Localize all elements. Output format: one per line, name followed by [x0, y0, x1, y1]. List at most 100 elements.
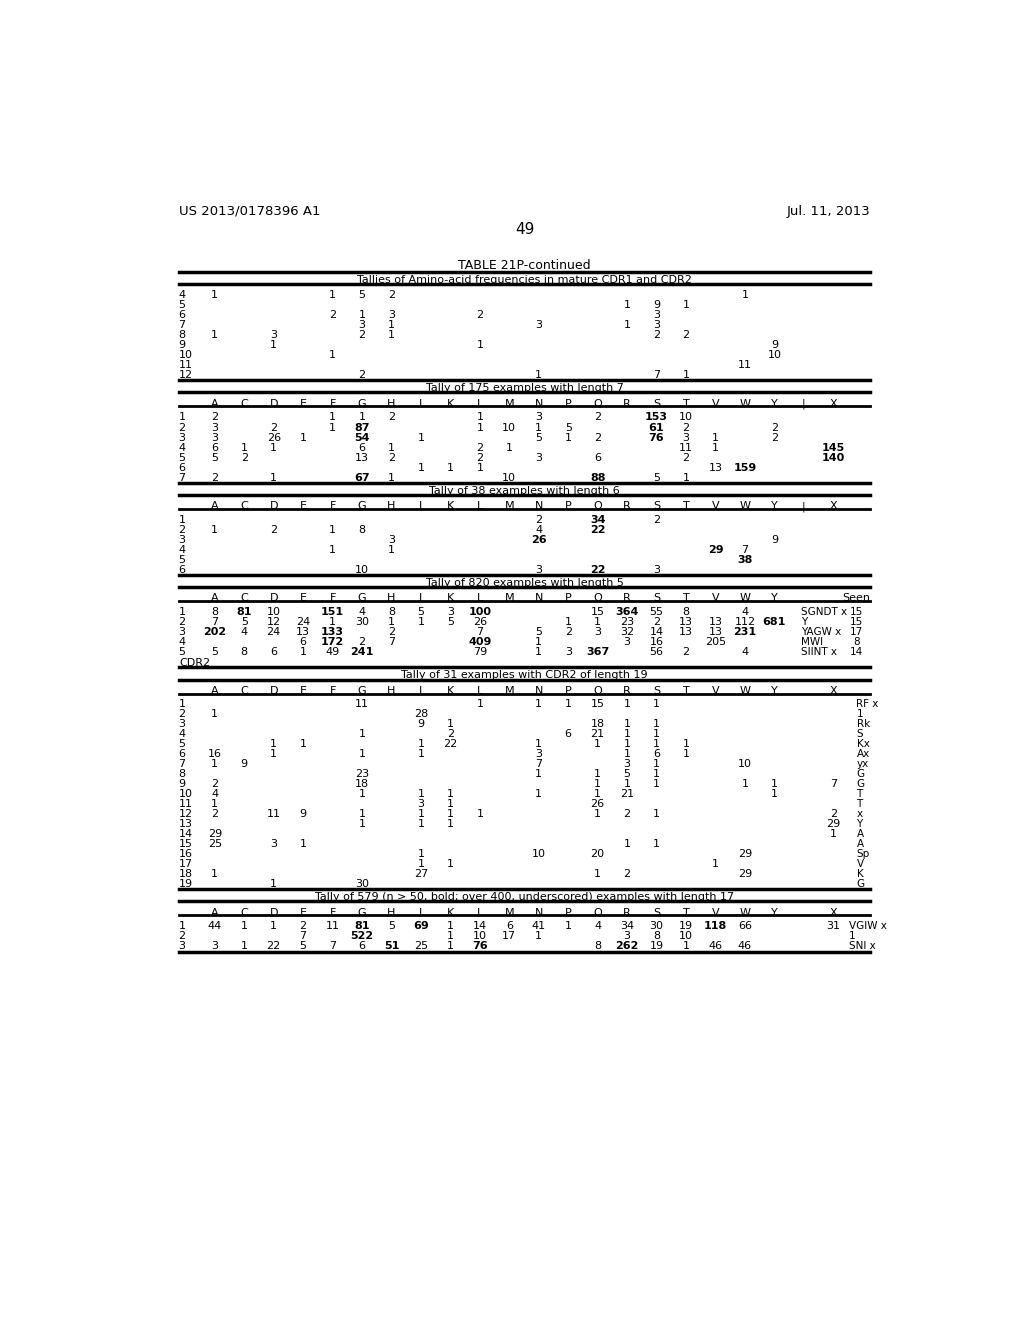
- Text: 10: 10: [679, 412, 693, 422]
- Text: 10: 10: [503, 422, 516, 433]
- Text: G: G: [357, 502, 367, 511]
- Text: H: H: [387, 686, 395, 696]
- Text: 4: 4: [178, 442, 185, 453]
- Text: 79: 79: [473, 647, 487, 657]
- Text: 1: 1: [178, 607, 185, 618]
- Text: 15: 15: [178, 840, 193, 849]
- Text: 6: 6: [178, 748, 185, 759]
- Text: 1: 1: [358, 412, 366, 422]
- Text: 3: 3: [270, 840, 278, 849]
- Text: 5: 5: [536, 627, 543, 638]
- Text: 10: 10: [355, 565, 369, 576]
- Text: V: V: [712, 594, 719, 603]
- Text: E: E: [300, 399, 306, 409]
- Text: L: L: [477, 594, 483, 603]
- Text: 1: 1: [829, 829, 837, 840]
- Text: 1: 1: [653, 779, 660, 789]
- Text: 1: 1: [624, 779, 631, 789]
- Text: G: G: [856, 779, 864, 789]
- Text: 1: 1: [653, 759, 660, 770]
- Text: 1: 1: [329, 422, 336, 433]
- Text: 27: 27: [414, 869, 428, 879]
- Text: M: M: [505, 399, 514, 409]
- Text: 1: 1: [683, 941, 689, 952]
- Text: 7: 7: [536, 759, 543, 770]
- Text: 22: 22: [590, 525, 605, 535]
- Text: 1: 1: [446, 818, 454, 829]
- Text: F: F: [330, 594, 336, 603]
- Text: 133: 133: [322, 627, 344, 638]
- Text: K: K: [856, 869, 863, 879]
- Text: 1: 1: [388, 473, 395, 483]
- Text: N: N: [535, 594, 543, 603]
- Text: 7: 7: [741, 545, 749, 554]
- Text: SllNT x: SllNT x: [801, 647, 837, 657]
- Text: 88: 88: [590, 473, 605, 483]
- Text: 5: 5: [178, 453, 185, 462]
- Text: 14: 14: [649, 627, 664, 638]
- Text: 6: 6: [506, 921, 513, 932]
- Text: 1: 1: [211, 799, 218, 809]
- Text: Y: Y: [771, 399, 777, 409]
- Text: 5: 5: [211, 647, 218, 657]
- Text: 19: 19: [649, 941, 664, 952]
- Text: Q: Q: [593, 594, 602, 603]
- Text: P: P: [565, 594, 571, 603]
- Text: 2: 2: [358, 370, 366, 380]
- Text: Y: Y: [771, 908, 777, 917]
- Text: S: S: [653, 399, 660, 409]
- Text: x: x: [856, 809, 862, 818]
- Text: 8: 8: [388, 607, 395, 618]
- Text: C: C: [241, 594, 248, 603]
- Text: V: V: [712, 908, 719, 917]
- Text: 1: 1: [683, 473, 689, 483]
- Text: VGlW x: VGlW x: [849, 921, 887, 932]
- Text: 1: 1: [536, 422, 543, 433]
- Text: 1: 1: [624, 300, 631, 310]
- Text: 1: 1: [624, 739, 631, 748]
- Text: 34: 34: [621, 921, 634, 932]
- Text: K: K: [446, 502, 454, 511]
- Text: 21: 21: [591, 729, 605, 739]
- Text: SNI x: SNI x: [849, 941, 876, 952]
- Text: R: R: [624, 908, 631, 917]
- Text: P: P: [565, 502, 571, 511]
- Text: 1: 1: [712, 442, 719, 453]
- Text: 1: 1: [564, 618, 571, 627]
- Text: Tally of 175 examples with length 7: Tally of 175 examples with length 7: [426, 383, 624, 393]
- Text: 6: 6: [564, 729, 571, 739]
- Text: 3: 3: [624, 638, 631, 647]
- Text: I: I: [419, 908, 423, 917]
- Text: A: A: [211, 686, 218, 696]
- Text: 18: 18: [591, 719, 605, 729]
- Text: 2: 2: [329, 310, 336, 319]
- Text: 3: 3: [653, 310, 660, 319]
- Text: 5: 5: [564, 422, 571, 433]
- Text: 7: 7: [178, 759, 185, 770]
- Text: V: V: [856, 859, 863, 869]
- Text: E: E: [300, 502, 306, 511]
- Text: 1: 1: [594, 618, 601, 627]
- Text: L: L: [477, 908, 483, 917]
- Text: 1: 1: [536, 789, 543, 799]
- Text: 46: 46: [709, 941, 723, 952]
- Text: 1: 1: [741, 779, 749, 789]
- Text: 7: 7: [653, 370, 660, 380]
- Text: Seen: Seen: [843, 594, 870, 603]
- Text: 67: 67: [354, 473, 370, 483]
- Text: 1: 1: [418, 859, 425, 869]
- Text: Q: Q: [593, 686, 602, 696]
- Text: K: K: [446, 399, 454, 409]
- Text: 2: 2: [178, 932, 185, 941]
- Text: 9: 9: [418, 719, 425, 729]
- Text: Tallies of Amino-acid frequencies in mature CDR1 and CDR2: Tallies of Amino-acid frequencies in mat…: [357, 275, 692, 285]
- Text: T: T: [856, 789, 863, 799]
- Text: 6: 6: [653, 748, 660, 759]
- Text: 1: 1: [329, 618, 336, 627]
- Text: 18: 18: [178, 869, 193, 879]
- Text: Y: Y: [771, 686, 777, 696]
- Text: 1: 1: [178, 515, 185, 525]
- Text: G: G: [856, 770, 864, 779]
- Text: Q: Q: [593, 399, 602, 409]
- Text: 2: 2: [211, 779, 218, 789]
